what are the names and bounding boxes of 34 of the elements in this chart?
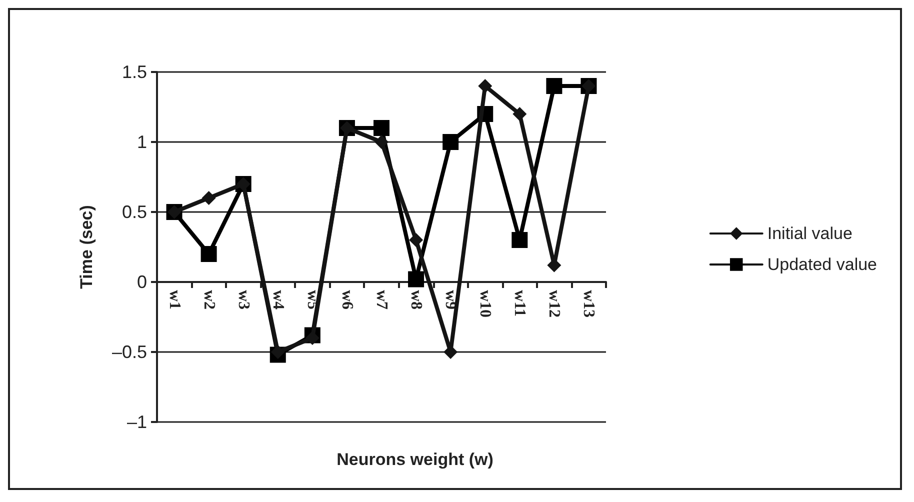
point <box>409 233 424 247</box>
x-tick-label: w12 <box>546 290 563 318</box>
y-tick-label: 0 <box>136 272 147 292</box>
legend-label: Updated value <box>767 255 878 274</box>
point <box>270 345 285 359</box>
point <box>478 79 492 93</box>
point <box>442 134 459 150</box>
point <box>408 271 424 288</box>
y-axis-title: Time (sec) <box>77 205 96 289</box>
x-tick-label: w6 <box>338 290 356 310</box>
y-tick-label: –0.5 <box>112 342 147 362</box>
x-tick-label: w7 <box>373 290 390 310</box>
point <box>200 246 217 262</box>
x-tick-label: w1 <box>166 290 183 310</box>
y-tick-label: 1.5 <box>122 62 147 82</box>
point <box>546 78 562 94</box>
y-tick-label: –1 <box>126 412 147 432</box>
point <box>512 107 527 121</box>
y-tick-label: 0.5 <box>122 202 147 222</box>
x-tick-label: w11 <box>511 290 528 317</box>
point <box>202 191 216 205</box>
x-tick-label: w13 <box>580 290 598 318</box>
x-axis-title: Neurons weight (w) <box>336 450 494 469</box>
x-tick-label: w8 <box>408 290 425 310</box>
point <box>374 120 390 136</box>
x-tick-label: w4 <box>269 290 286 310</box>
point <box>512 232 528 248</box>
x-tick-label: w3 <box>234 290 252 310</box>
x-tick-label: w2 <box>200 290 218 310</box>
legend-label: Initial value <box>767 224 852 243</box>
point <box>305 331 320 345</box>
x-tick-label: w10 <box>476 290 494 318</box>
y-tick-label: 1 <box>136 132 147 152</box>
point <box>374 135 388 149</box>
